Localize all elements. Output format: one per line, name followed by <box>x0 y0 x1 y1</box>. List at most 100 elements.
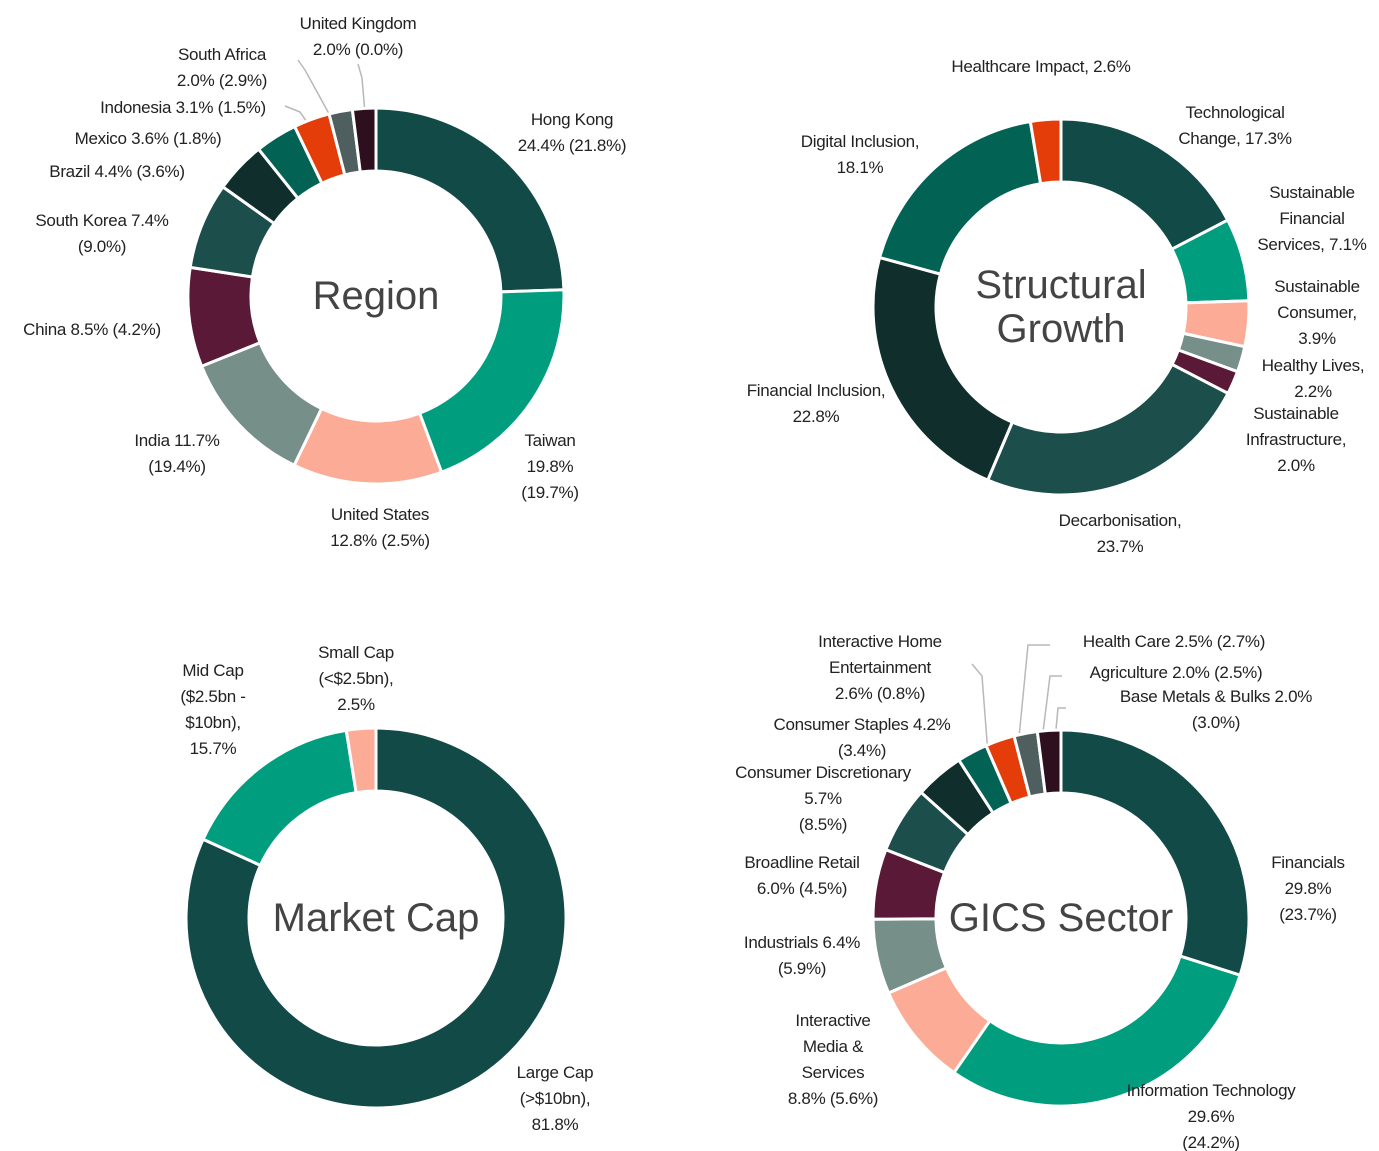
category-name: Sustainable Infrastructure, <box>1245 404 1347 449</box>
benchmark-label: (3.0%) <box>1191 713 1241 732</box>
slice <box>184 726 568 1110</box>
benchmark-label: (2.9%) <box>218 71 268 90</box>
benchmark-label: (4.5%) <box>798 879 848 898</box>
category-name: Decarbonisation, <box>1058 511 1182 530</box>
slice <box>374 106 566 294</box>
category-name: Base Metals & Bulks <box>1119 687 1271 706</box>
chart-title: Region <box>312 274 440 318</box>
category-name: Sustainable Financial Services, <box>1257 183 1355 254</box>
category-name: United States <box>330 505 430 524</box>
chart-title: Market Cap <box>272 896 480 940</box>
benchmark-label: (9.0%) <box>77 237 127 256</box>
category-name: Brazil <box>49 162 90 181</box>
category-name: Small Cap (<$2.5bn), <box>318 643 394 688</box>
benchmark-label: (24.2%) <box>1182 1133 1240 1151</box>
benchmark-label: (23.7%) <box>1279 905 1337 924</box>
benchmark-label: (3.4%) <box>837 741 887 760</box>
leader-lines <box>284 59 1066 956</box>
slice <box>985 362 1231 497</box>
benchmark-label: (4.2%) <box>112 320 162 339</box>
benchmark-label: (5.6%) <box>829 1089 879 1108</box>
value-label: 23.7% <box>1096 537 1144 556</box>
benchmark-label: (1.5%) <box>217 98 267 117</box>
value-label: 3.9% <box>1298 329 1336 348</box>
category-name: Taiwan <box>524 431 576 450</box>
slice-label: Healthcare Impact, 2.6% <box>946 54 1136 80</box>
value-label: 29.8% <box>1284 879 1332 898</box>
category-name: Healthy Lives, <box>1261 356 1365 375</box>
slice-label: India 11.7% (19.4%) <box>97 428 257 480</box>
category-name: Financials <box>1271 853 1345 872</box>
category-name: United Kingdom <box>299 14 417 33</box>
donut <box>184 726 568 1110</box>
slice <box>1059 728 1251 978</box>
value-label: 6.4% <box>822 933 861 952</box>
slice <box>951 954 1242 1108</box>
value-label: 2.6% <box>834 684 873 703</box>
category-name: Healthcare Impact, <box>951 57 1089 76</box>
donut <box>871 117 1251 497</box>
benchmark-label: (1.8%) <box>173 129 222 148</box>
value-label: 2.0% <box>1172 663 1210 682</box>
category-name: Digital Inclusion, <box>800 132 920 151</box>
benchmark-label: (19.4%) <box>148 457 206 476</box>
value-label: 6.0% <box>756 879 795 898</box>
value-label: 12.8% <box>330 531 377 550</box>
value-label: 24.4% <box>517 136 565 155</box>
value-label: 19.8% <box>526 457 574 476</box>
value-label: 7.4% <box>131 211 169 230</box>
value-label: 2.0% <box>176 71 215 90</box>
category-name: Technological Change, <box>1178 103 1285 148</box>
value-label: 2.0% <box>1274 687 1313 706</box>
slice-label: Interactive Home Entertainment 2.6% (0.8%… <box>800 629 960 707</box>
slice-label: Consumer Staples 4.2% (3.4%) <box>752 712 972 764</box>
category-name: China <box>23 320 67 339</box>
benchmark-label: (0.8%) <box>876 684 926 703</box>
slice <box>1035 728 1063 796</box>
slice-label: Financials 29.8% (23.7%) <box>1238 850 1378 928</box>
category-name: Mexico <box>74 129 127 148</box>
benchmark-label: (2.5%) <box>381 531 430 550</box>
slice-label: Large Cap (>$10bn), 81.8% <box>500 1060 610 1138</box>
slice-label: South Africa 2.0% (2.9%) <box>122 42 322 94</box>
category-name: Large Cap (>$10bn), <box>516 1063 594 1108</box>
slice-label: Brazil 4.4% (3.6%) <box>17 159 217 185</box>
value-label: 4.4% <box>94 162 132 181</box>
slice-label: Base Metals & Bulks 2.0% (3.0%) <box>1096 684 1336 736</box>
value-label: 2.0% <box>1277 456 1315 475</box>
category-name: South Africa <box>177 45 267 64</box>
donut <box>186 106 566 486</box>
category-name: Health Care <box>1082 632 1171 651</box>
slice-label: Agriculture 2.0% (2.5%) <box>1056 660 1296 686</box>
value-label: 11.7% <box>174 431 220 450</box>
value-label: 7.1% <box>1329 235 1367 254</box>
value-label: 18.1% <box>836 158 884 177</box>
slice-label: United States 12.8% (2.5%) <box>280 502 480 554</box>
category-name: Information Technology <box>1126 1081 1296 1100</box>
slice-label: Technological Change, 17.3% <box>1155 100 1315 152</box>
slice-label: Indonesia 3.1% (1.5%) <box>73 95 293 121</box>
slice-label: Information Technology 29.6% (24.2%) <box>1116 1078 1306 1151</box>
benchmark-label: (0.0%) <box>354 40 404 59</box>
category-name: Interactive Home Entertainment <box>818 632 942 677</box>
slice-label: Broadline Retail 6.0% (4.5%) <box>702 850 902 902</box>
slice-label: Financial Inclusion, 22.8% <box>736 378 896 430</box>
category-name: Consumer Staples <box>773 715 909 734</box>
benchmark-label: (5.9%) <box>777 959 827 978</box>
benchmark-label: (8.5%) <box>798 815 848 834</box>
slice-label: Sustainable Financial Services, 7.1% <box>1247 180 1377 258</box>
value-label: 8.8% <box>787 1089 826 1108</box>
slice-label: Sustainable Infrastructure, 2.0% <box>1226 401 1366 479</box>
value-label: 2.0% <box>312 40 351 59</box>
slice-label: Small Cap (<$2.5bn), 2.5% <box>301 640 411 718</box>
value-label: 3.1% <box>175 98 214 117</box>
slice-label: Industrials 6.4% (5.9%) <box>702 930 902 982</box>
benchmark-label: (2.5%) <box>1214 663 1263 682</box>
slice <box>350 106 378 174</box>
slice-label: Sustainable Consumer, 3.9% <box>1262 274 1372 352</box>
value-label: 2.2% <box>1294 382 1332 401</box>
slice-label: China 8.5% (4.2%) <box>0 317 192 343</box>
benchmark-label: (21.8%) <box>568 136 627 155</box>
